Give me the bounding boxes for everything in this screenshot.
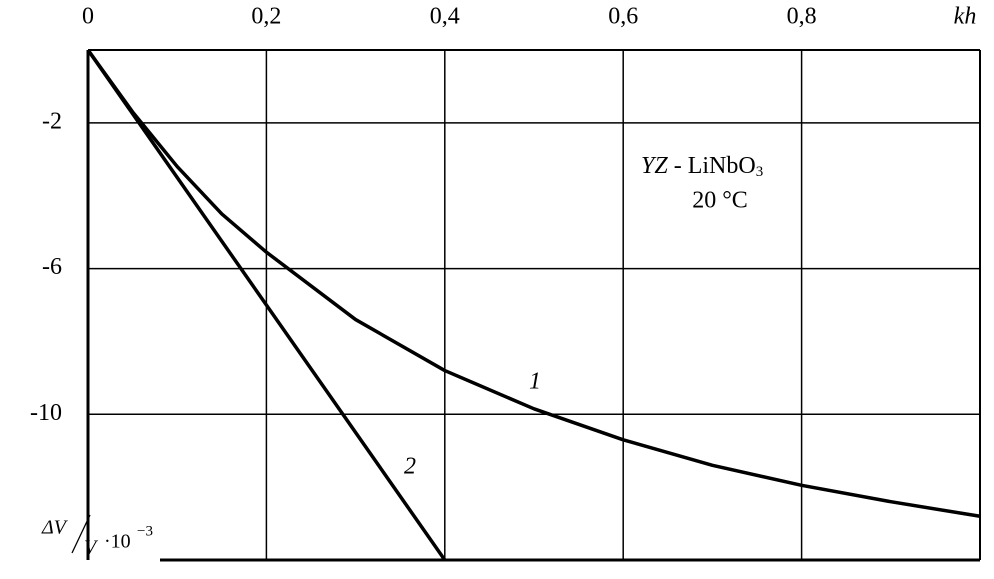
y-label-scale: ·10: [104, 531, 131, 553]
annotation-text: - LiNbO: [668, 153, 756, 179]
series-line: [86, 48, 981, 519]
series-label: 2: [404, 454, 416, 480]
y-tick-label: -2: [42, 108, 62, 134]
x-axis-label: kh: [954, 4, 977, 30]
y-axis-label: ΔV V ·10 −3: [41, 514, 153, 559]
y-label-numerator: ΔV: [41, 517, 69, 539]
series-label: 1: [529, 369, 541, 395]
x-tick-label: 0,6: [608, 4, 638, 30]
series-line: [86, 48, 447, 562]
y-tick-label: -6: [42, 254, 62, 280]
x-tick-label: 0,8: [787, 4, 817, 30]
y-label-denominator: V: [84, 537, 99, 559]
annotation-sub: 3: [756, 164, 764, 180]
annotation: YZ - LiNbO3: [641, 153, 763, 181]
x-tick-label: 0,2: [251, 4, 281, 30]
annotation-line2: 20 °C: [692, 188, 748, 214]
x-tick-label: 0,4: [430, 4, 460, 30]
y-label-exponent: −3: [137, 523, 153, 539]
y-tick-label: -10: [30, 400, 62, 426]
x-tick-label: 0: [82, 4, 94, 30]
annotation-italic: YZ: [641, 153, 668, 179]
